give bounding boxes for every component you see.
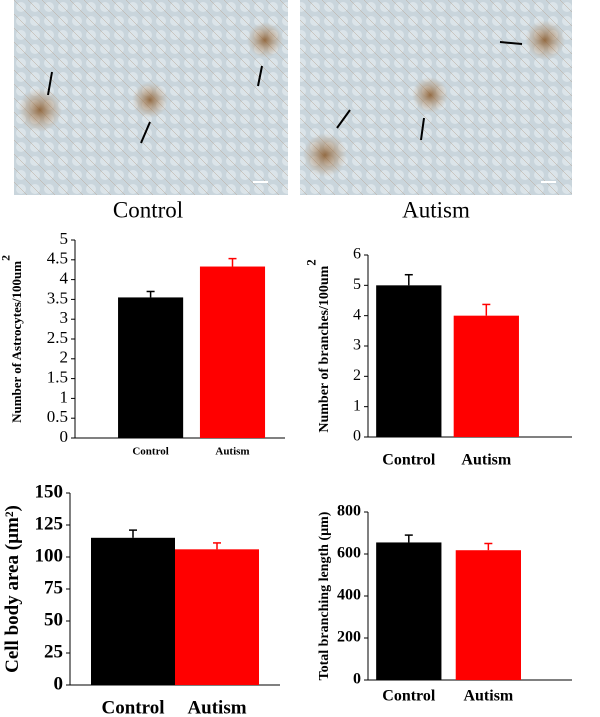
x-tick-label: Control <box>102 697 165 717</box>
x-tick-label: Autism <box>461 452 511 469</box>
micrograph-autism <box>300 0 572 195</box>
y-tick-label: 100 <box>35 545 64 566</box>
y-axis-label-text: Total branching length (µm) <box>317 511 332 680</box>
y-tick-label: 600 <box>337 545 361 562</box>
y-axis-label: Cell body area (µm²) <box>2 505 23 673</box>
error-bar <box>129 529 137 538</box>
y-axis-label-sup: 2 <box>304 259 318 265</box>
bar <box>376 542 442 680</box>
y-tick-label: 150 <box>35 481 64 502</box>
y-tick-label: 4 <box>60 269 69 288</box>
y-tick-label: 3 <box>353 337 361 354</box>
y-tick-label: 0 <box>54 673 64 694</box>
y-tick-label: 400 <box>337 587 361 604</box>
bar <box>199 266 266 438</box>
y-tick-label: 0 <box>353 671 361 688</box>
y-tick-label: 0 <box>60 427 69 446</box>
error-bar <box>404 273 413 286</box>
error-bar <box>484 542 493 551</box>
error-bar <box>213 542 221 550</box>
error-bar <box>146 290 155 298</box>
y-tick-label: 50 <box>44 609 63 630</box>
bar <box>91 537 175 685</box>
y-axis-label: Total branching length (µm) <box>317 511 332 680</box>
y-tick-label: 5 <box>60 229 69 248</box>
y-tick-label: 1 <box>353 397 361 414</box>
error-bar <box>228 257 237 267</box>
y-tick-label: 6 <box>353 246 361 263</box>
y-tick-label: 2.5 <box>47 328 68 347</box>
image-caption: Autism <box>402 197 470 222</box>
bar <box>175 549 259 685</box>
y-axis-label-text: Number of branches/100um <box>317 265 332 432</box>
y-tick-label: 5 <box>353 276 361 293</box>
bar <box>455 550 521 680</box>
x-tick-label: Control <box>382 688 436 705</box>
x-tick-label: Control <box>382 452 436 469</box>
y-tick-label: 125 <box>35 513 64 534</box>
y-tick-label: 75 <box>44 577 63 598</box>
x-tick-label: Autism <box>463 688 513 705</box>
y-tick-label: 4 <box>353 306 361 323</box>
y-tick-label: 200 <box>337 629 361 646</box>
image-caption: Control <box>113 197 183 222</box>
error-bar <box>404 534 413 543</box>
y-axis-label-text: Cell body area (µm²) <box>2 505 23 673</box>
y-tick-label: 1.5 <box>47 368 68 387</box>
x-tick-label: Autism <box>215 446 249 458</box>
bar <box>453 315 519 437</box>
y-tick-label: 0.5 <box>47 407 68 426</box>
y-tick-label: 0 <box>353 428 361 445</box>
y-tick-label: 3 <box>60 308 69 327</box>
y-axis-label: Number of branches/100um2 <box>304 259 332 432</box>
y-tick-label: 2 <box>353 367 361 384</box>
bar <box>376 285 442 437</box>
micrograph-control <box>14 0 288 195</box>
y-axis-label-sup: 2 <box>0 255 12 261</box>
y-tick-label: 4.5 <box>47 249 68 268</box>
y-axis-label-text: Number of Astrocytes/100um <box>9 261 24 423</box>
x-tick-label: Control <box>132 446 168 458</box>
x-tick-label: Autism <box>187 697 246 717</box>
y-axis-label: Number of Astrocytes/100um2 <box>0 255 24 423</box>
bar <box>118 297 184 438</box>
y-tick-label: 3.5 <box>47 288 68 307</box>
y-tick-label: 25 <box>44 641 63 662</box>
y-tick-label: 1 <box>60 387 69 406</box>
error-bar <box>482 303 491 316</box>
y-tick-label: 2 <box>60 348 69 367</box>
y-tick-label: 800 <box>337 503 361 520</box>
